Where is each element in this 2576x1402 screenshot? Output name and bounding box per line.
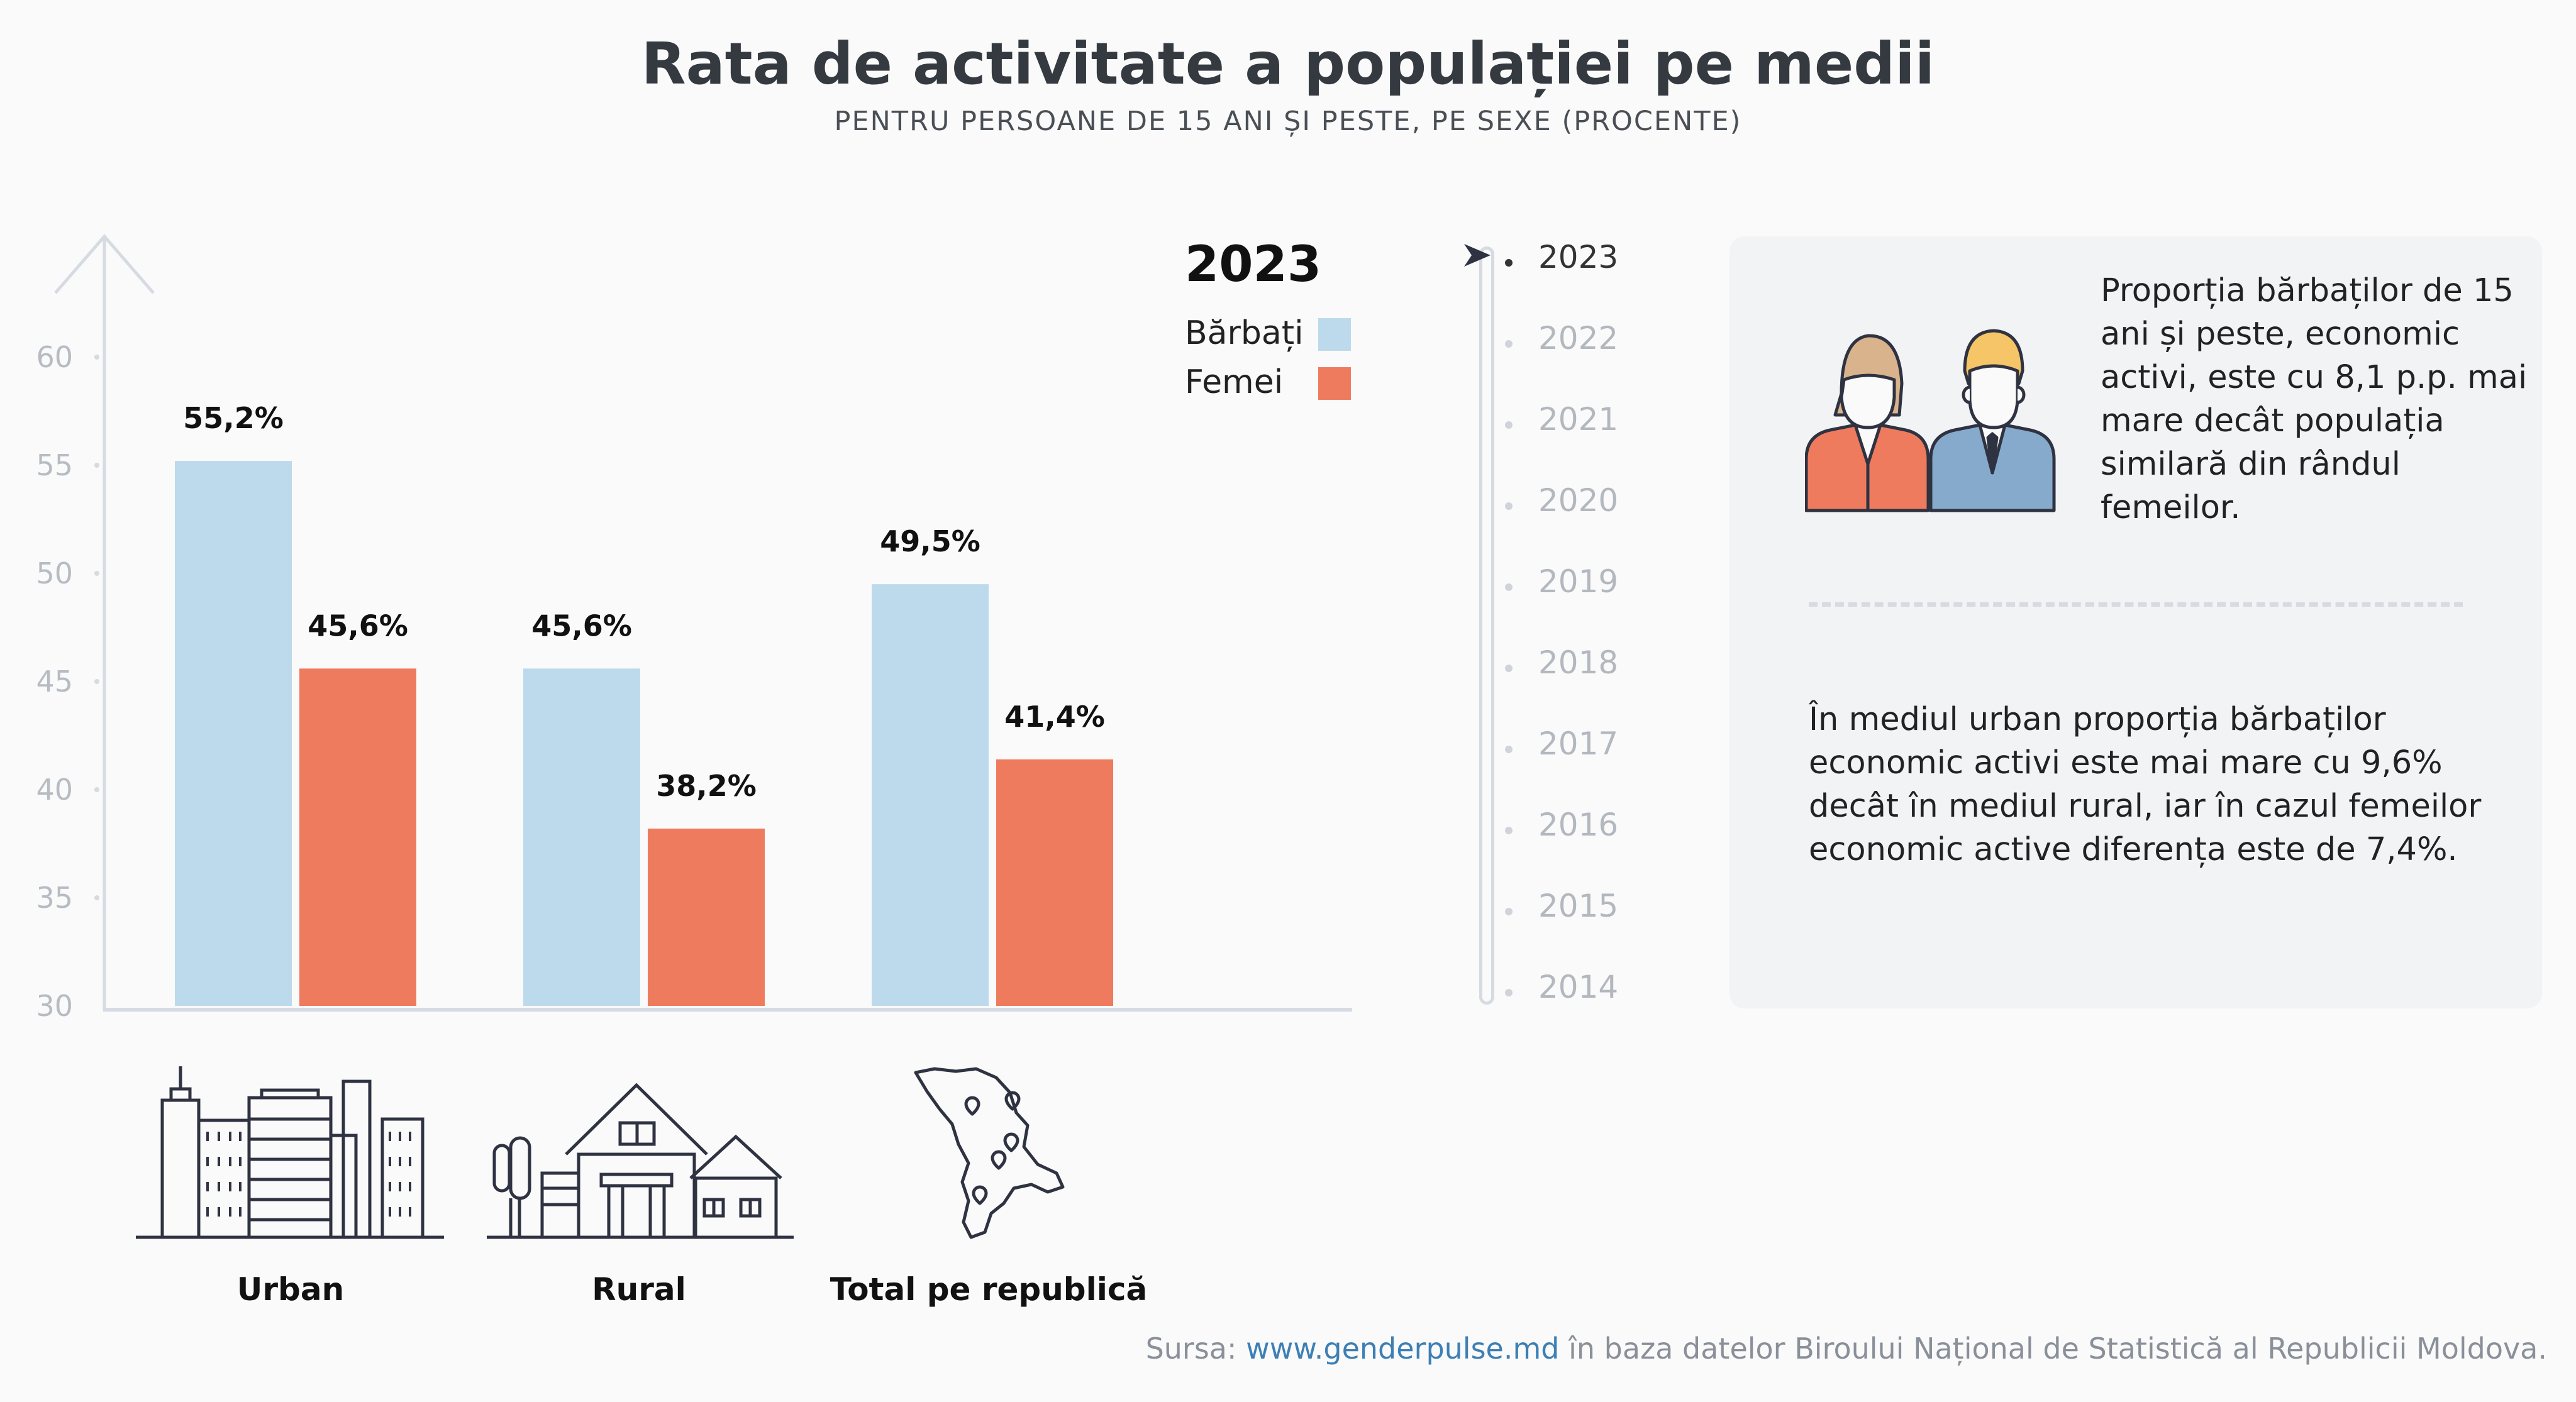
timeline-dot-2015	[1505, 908, 1513, 915]
legend-women-label: Femei	[1185, 363, 1284, 401]
y-tick-mark	[94, 787, 99, 792]
y-tick-label: 40	[36, 773, 73, 807]
city-buildings-icon	[136, 1066, 444, 1239]
timeline-slider-track[interactable]	[1479, 246, 1494, 1005]
data-label-men-1: 45,6%	[531, 609, 632, 643]
legend-year: 2023	[1185, 236, 1322, 293]
man-woman-icon	[1805, 329, 2056, 512]
category-label-total: Total pe republică	[830, 1271, 1148, 1308]
info-text-gender-gap: Proporția bărbaților de 15 ani și peste,…	[2101, 272, 2528, 526]
y-axis-ticks: 30 35 40 45 50 55 60	[36, 340, 99, 1023]
y-axis-arrow	[54, 234, 155, 294]
moldova-map-icon	[914, 1067, 1065, 1239]
y-tick-label: 55	[36, 448, 73, 482]
timeline-year-2021[interactable]: 2021	[1538, 401, 1619, 438]
timeline-year-2017[interactable]: 2017	[1538, 726, 1619, 762]
y-tick-mark	[94, 355, 99, 360]
timeline-year-2019[interactable]: 2019	[1538, 563, 1619, 600]
info-text-urban-rural: În mediul urban proporția bărbaților eco…	[1809, 701, 2482, 868]
data-labels-group: 55,2% 45,6% 45,6% 38,2% 49,5% 41,4%	[183, 401, 1105, 803]
bar-men-0	[175, 461, 292, 1006]
timeline-year-2015[interactable]: 2015	[1538, 888, 1619, 924]
timeline-dot-2022	[1505, 340, 1513, 348]
data-label-women-2: 41,4%	[1004, 700, 1105, 734]
source-link[interactable]: www.genderpulse.md	[1246, 1332, 1560, 1366]
timeline-year-2016[interactable]: 2016	[1538, 807, 1619, 843]
y-tick-label: 30	[36, 989, 73, 1023]
bars-group	[175, 461, 1113, 1006]
category-label-urban: Urban	[236, 1271, 345, 1308]
y-tick-mark	[94, 895, 99, 900]
chart-title: Rata de activitate a populației pe medii	[641, 30, 1935, 97]
timeline-year-2020[interactable]: 2020	[1538, 482, 1619, 519]
category-label-rural: Rural	[592, 1271, 686, 1308]
timeline-dot-2023	[1505, 259, 1513, 267]
y-tick-label: 35	[36, 881, 73, 915]
timeline-year-2023[interactable]: 2023	[1538, 239, 1619, 275]
y-tick-mark	[94, 463, 99, 468]
legend-men-swatch	[1318, 318, 1351, 351]
timeline-dot-2019	[1505, 583, 1513, 591]
timeline-dot-2016	[1505, 827, 1513, 834]
y-tick-mark	[94, 679, 99, 684]
timeline-dot-2018	[1505, 665, 1513, 672]
timeline-dot-2014	[1505, 989, 1513, 996]
chart-subtitle: PENTRU PERSOANE DE 15 ANI ȘI PESTE, PE S…	[834, 106, 1742, 137]
data-label-men-2: 49,5%	[880, 524, 980, 558]
bar-men-2	[872, 584, 989, 1006]
timeline-year-2018[interactable]: 2018	[1538, 644, 1619, 681]
y-tick-label: 45	[36, 665, 73, 698]
data-label-women-1: 38,2%	[656, 769, 757, 803]
village-houses-icon	[487, 1083, 794, 1239]
legend-men-label: Bărbați	[1185, 314, 1304, 352]
source-suffix: în baza datelor Biroului Național de Sta…	[1559, 1332, 2547, 1366]
data-label-women-0: 45,6%	[308, 609, 408, 643]
y-tick-mark	[94, 571, 99, 576]
timeline-dot-2017	[1505, 746, 1513, 753]
source-prefix: Sursa:	[1145, 1332, 1246, 1366]
bar-women-2	[996, 759, 1113, 1006]
timeline-pointer-icon	[1464, 244, 1491, 267]
timeline-dot-2020	[1505, 502, 1513, 510]
data-label-men-0: 55,2%	[183, 401, 284, 435]
bar-women-0	[299, 668, 416, 1006]
timeline-year-2022[interactable]: 2022	[1538, 320, 1619, 356]
timeline-year-2014[interactable]: 2014	[1538, 969, 1619, 1005]
source-note: Sursa: www.genderpulse.md în baza datelo…	[1146, 1332, 2547, 1366]
bar-men-1	[523, 668, 640, 1006]
info-divider	[1809, 602, 2463, 607]
y-tick-label: 60	[36, 340, 73, 374]
y-tick-label: 50	[36, 556, 73, 590]
timeline-dot-2021	[1505, 421, 1513, 429]
bar-women-1	[648, 828, 765, 1006]
legend-women-swatch	[1318, 367, 1351, 400]
